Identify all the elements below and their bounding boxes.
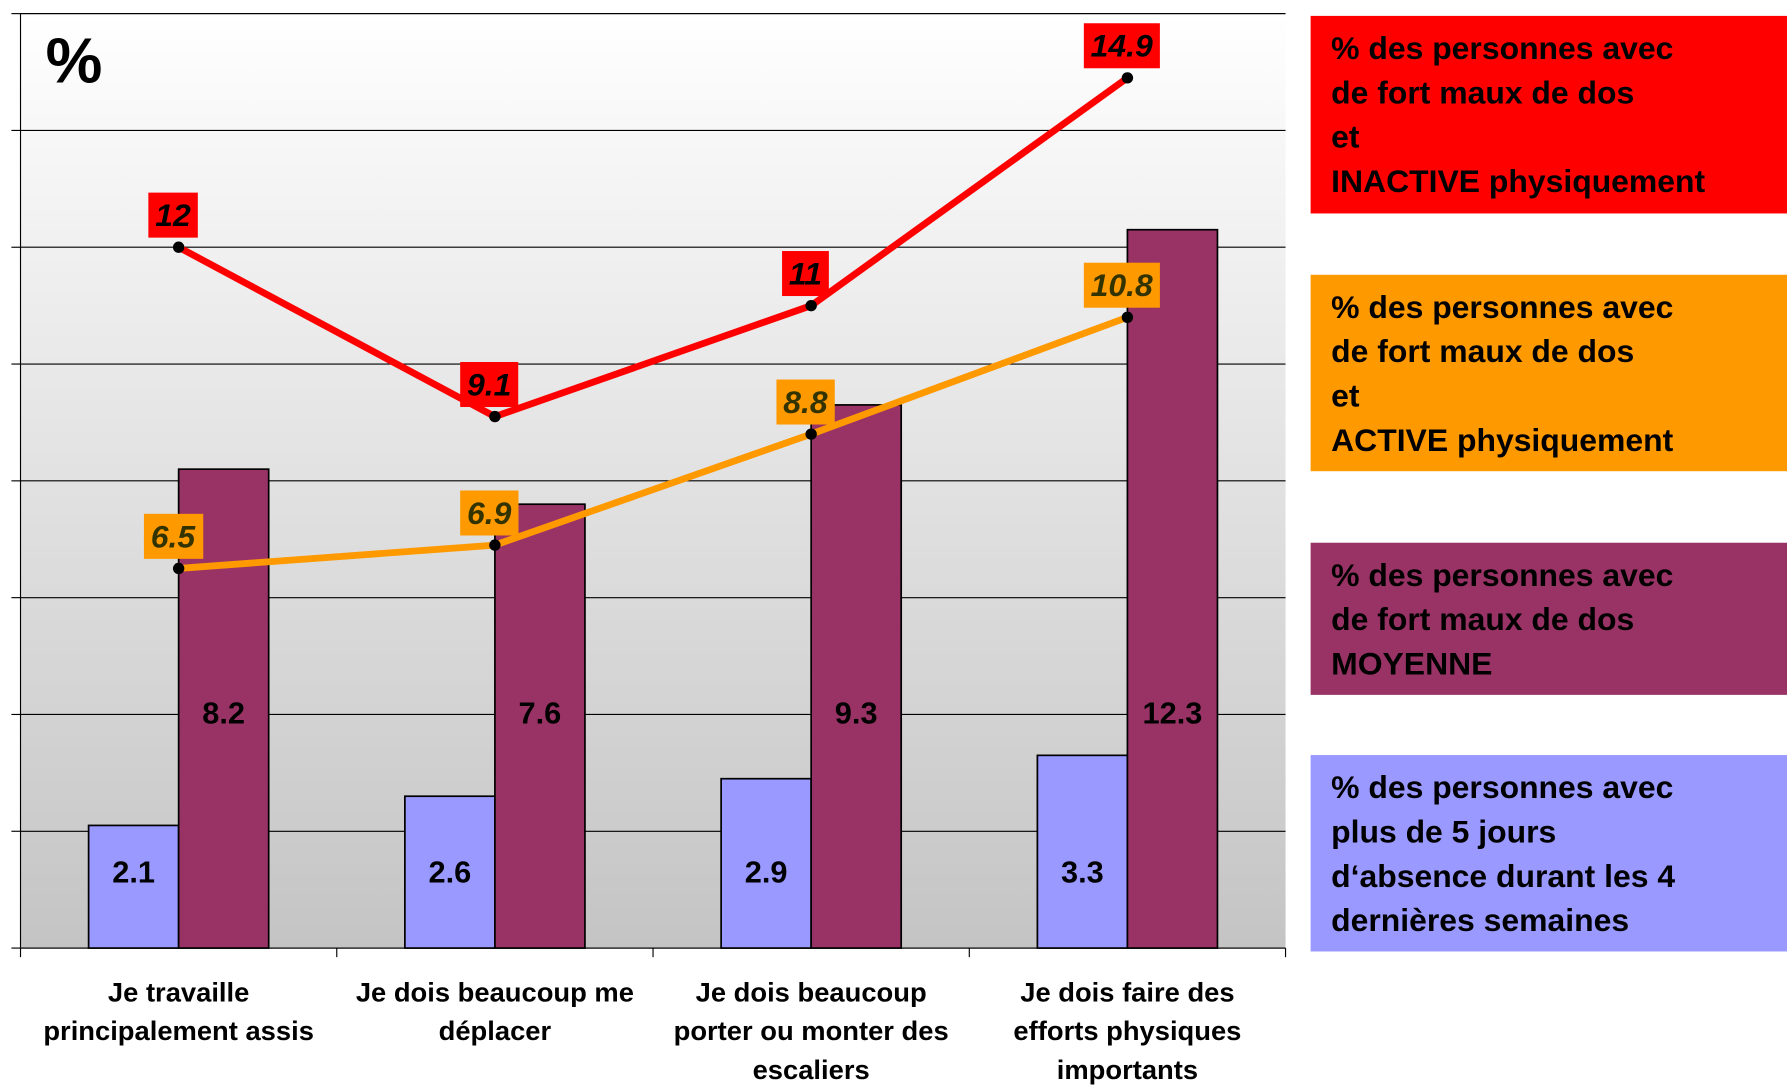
x-tick-label: Je dois beaucoup porter ou monter des esca… <box>674 977 949 1085</box>
bar <box>404 795 496 949</box>
x-tick-label: Je dois faire des efforts physiques import… <box>1013 977 1241 1085</box>
label-box <box>148 192 198 238</box>
label-box <box>460 361 519 408</box>
legend-swatch <box>1310 755 1787 952</box>
bar-value-label: 2.6 <box>429 854 472 889</box>
line-value-label: 14.9 <box>1091 28 1153 64</box>
bar <box>720 777 813 949</box>
line-point <box>805 428 817 440</box>
bar-value-label: 3.3 <box>1061 854 1104 889</box>
bar <box>494 503 586 949</box>
line-value-label: 6.9 <box>467 495 512 531</box>
line <box>178 314 1129 572</box>
line-point <box>1121 311 1134 323</box>
legend-label: % des personnes avec de fort maux de dos e… <box>1331 289 1674 458</box>
label-box <box>782 251 829 297</box>
label-box <box>460 490 519 536</box>
legend-swatch <box>1310 15 1787 214</box>
line-point <box>805 299 817 312</box>
line-value-label: 12 <box>155 197 191 233</box>
x-tick-label: Je travaille principalement assis <box>43 977 314 1047</box>
x-tick-label: Je dois beaucoup me déplacer <box>356 977 634 1047</box>
bar-value-label: 8.2 <box>202 695 245 730</box>
label-box <box>143 513 204 559</box>
bar-value-label: 2.9 <box>745 854 788 889</box>
line-value-label: 8.8 <box>783 384 828 420</box>
line-point <box>172 241 185 253</box>
legend-label: % des personnes avec de fort maux de dos M… <box>1331 557 1673 681</box>
legend-label: % des personnes avec plus de 5 jours d‘abs… <box>1331 770 1675 939</box>
bar-value-label: 9.3 <box>835 695 878 730</box>
line-value-label: 10.8 <box>1091 267 1153 303</box>
label-box <box>776 379 835 425</box>
label-box <box>1083 23 1160 69</box>
legend-swatch <box>1310 274 1787 472</box>
line-point <box>1121 72 1134 84</box>
legend-swatch <box>1310 542 1787 695</box>
line-point <box>489 410 501 423</box>
line <box>177 75 1130 421</box>
bar <box>1126 228 1219 949</box>
bar-value-label: 7.6 <box>519 695 562 730</box>
line-point <box>172 562 185 575</box>
y-axis-label: % <box>46 26 103 97</box>
bar <box>1036 754 1129 949</box>
line-value-label: 9.1 <box>467 367 511 403</box>
line-value-label: 6.5 <box>151 518 197 554</box>
bar-value-label: 2.1 <box>112 854 155 889</box>
line-point <box>489 539 501 551</box>
label-box <box>1083 262 1160 308</box>
bar-value-label: 12.3 <box>1142 695 1202 730</box>
legend-label: % des personnes avec de fort maux de dos e… <box>1331 31 1705 200</box>
line-value-label: 11 <box>789 256 822 292</box>
bar <box>810 404 903 949</box>
bar <box>87 824 180 949</box>
